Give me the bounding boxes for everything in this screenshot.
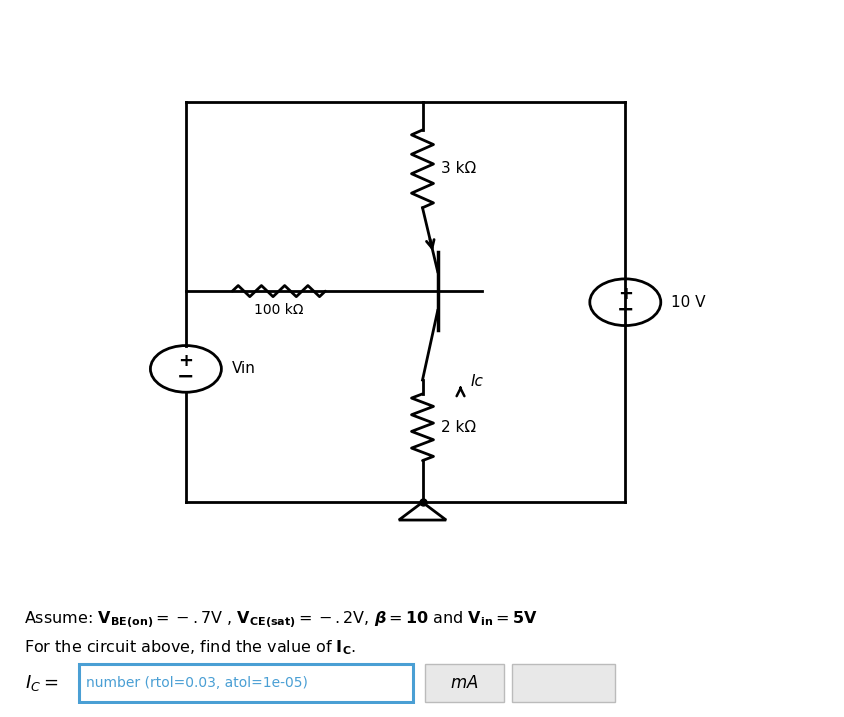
Text: 10 V: 10 V [670,295,705,310]
Text: Question 3: BJT-PNP: Question 3: BJT-PNP [10,14,188,32]
Text: $I_C =$: $I_C =$ [25,673,58,693]
FancyBboxPatch shape [425,664,504,701]
Text: Assume: $\mathbf{V}_{\mathbf{BE(on)}} = -.7\mathrm{V}$ , $\mathbf{V}_{\mathbf{CE: Assume: $\mathbf{V}_{\mathbf{BE(on)}} = … [24,609,537,631]
Text: 3 kΩ: 3 kΩ [441,161,476,176]
Text: −: − [616,300,633,320]
Text: number (rtol=0.03, atol=1e-05): number (rtol=0.03, atol=1e-05) [85,675,307,690]
Text: $mA$: $mA$ [450,673,479,692]
Text: Vin: Vin [231,361,255,376]
FancyBboxPatch shape [79,664,413,701]
Text: 100 kΩ: 100 kΩ [254,303,303,318]
Text: +: + [178,352,193,370]
Text: −: − [177,366,194,386]
Text: +: + [617,285,632,303]
Text: Ic: Ic [470,374,483,389]
FancyBboxPatch shape [511,664,614,701]
Text: For the circuit above, find the value of $\mathbf{I_C}$.: For the circuit above, find the value of… [24,638,355,657]
Text: 2 kΩ: 2 kΩ [441,419,476,435]
